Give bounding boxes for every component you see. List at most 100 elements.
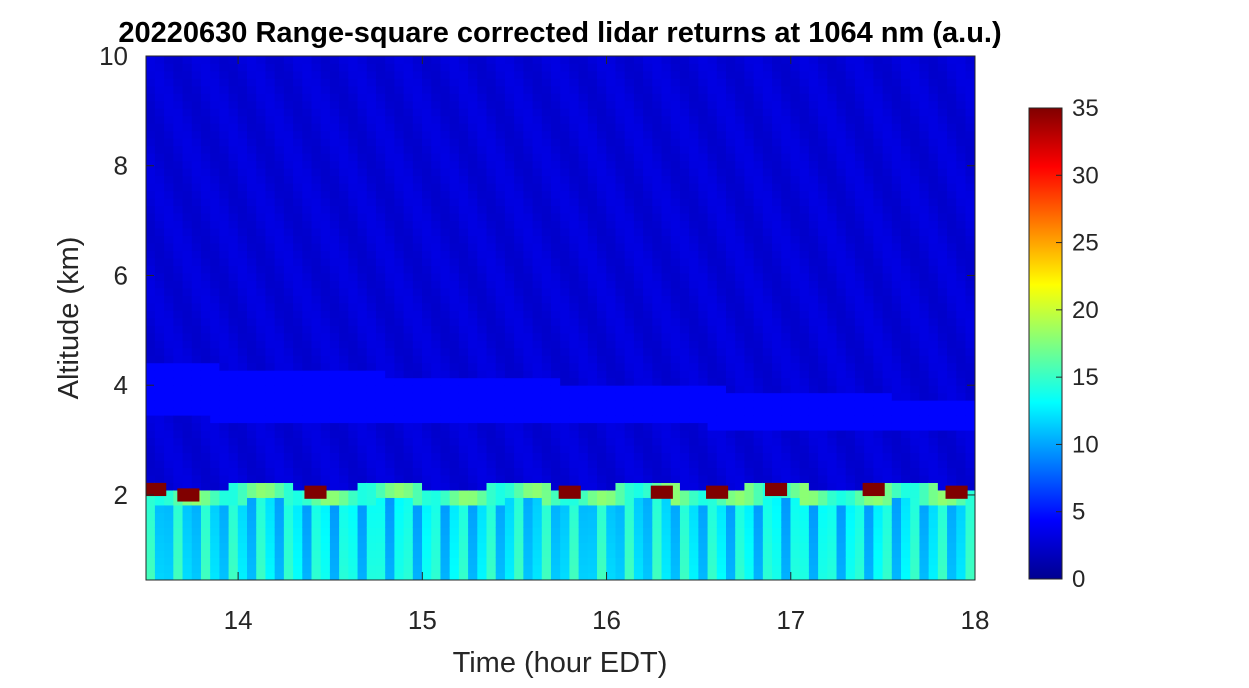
heatmap-cell — [468, 197, 478, 207]
heatmap-cell — [468, 205, 478, 214]
heatmap-cell — [587, 85, 598, 94]
heatmap-cell — [348, 572, 359, 580]
heatmap-cell — [394, 437, 405, 446]
heatmap-cell — [146, 429, 156, 439]
heatmap-cell — [486, 415, 497, 424]
heatmap-cell — [532, 482, 543, 491]
heatmap-cell — [578, 295, 589, 304]
heatmap-cell — [237, 167, 248, 177]
heatmap-cell — [357, 123, 368, 132]
heatmap-cell — [440, 340, 451, 349]
heatmap-cell — [431, 108, 442, 117]
heatmap-cell — [237, 542, 248, 551]
heatmap-cell — [504, 93, 515, 102]
heatmap-cell — [173, 504, 184, 513]
heatmap-cell — [375, 527, 386, 536]
heatmap-cell — [504, 519, 515, 528]
heatmap-cell — [468, 482, 478, 491]
heatmap-cell — [569, 160, 580, 169]
heatmap-cell — [422, 572, 432, 580]
heatmap-cell — [486, 295, 497, 304]
heatmap-cell — [569, 347, 580, 356]
heatmap-cell — [320, 257, 331, 266]
heatmap-cell — [716, 287, 727, 296]
heatmap-cell — [652, 347, 663, 356]
heatmap-cell — [578, 332, 589, 341]
heatmap-cell — [403, 467, 414, 476]
heatmap-cell — [753, 108, 764, 117]
heatmap-cell — [191, 123, 202, 132]
heatmap-cell — [597, 340, 607, 349]
heatmap-cell — [283, 347, 294, 356]
heatmap-cell — [228, 130, 239, 139]
heatmap-cell — [624, 444, 635, 454]
heatmap-cell — [753, 220, 764, 229]
heatmap-cell — [403, 504, 414, 513]
heatmap-cell — [357, 93, 368, 102]
heatmap-cell — [247, 287, 257, 296]
heatmap-cell — [200, 542, 211, 551]
heatmap-cell — [302, 519, 313, 528]
heatmap-cell — [606, 280, 617, 289]
heatmap-cell — [458, 504, 469, 513]
heatmap-cell — [624, 557, 635, 566]
heatmap-cell — [523, 377, 534, 386]
heatmap-cell — [283, 272, 294, 281]
heatmap-cell — [624, 459, 635, 469]
heatmap-cell — [772, 227, 782, 236]
heatmap-cell — [375, 325, 386, 334]
heatmap-cell — [661, 130, 672, 139]
heatmap-cell — [735, 392, 746, 401]
heatmap-cell — [781, 474, 792, 483]
heatmap-cell — [366, 572, 377, 580]
heatmap-cell — [578, 459, 589, 469]
heatmap-cell — [790, 422, 801, 431]
heatmap-cell — [431, 437, 442, 446]
heatmap-cell — [293, 310, 303, 319]
heatmap-cell — [753, 444, 764, 454]
heatmap-cell — [302, 130, 313, 139]
heatmap-cell — [339, 549, 349, 558]
heatmap-cell — [781, 280, 792, 289]
heatmap-cell — [274, 272, 285, 281]
heatmap-cell — [753, 235, 764, 244]
heatmap-cell — [339, 130, 349, 139]
heatmap-cell — [744, 564, 755, 573]
heatmap-cell — [320, 265, 331, 274]
heatmap-cell — [790, 347, 801, 356]
heatmap-cell — [698, 227, 709, 236]
heatmap-cell — [200, 429, 211, 439]
heatmap-cell — [468, 437, 478, 446]
heatmap-cell — [523, 197, 534, 207]
heatmap-cell — [744, 325, 755, 334]
heatmap-cell — [495, 422, 506, 431]
heatmap-cell — [403, 489, 414, 498]
heatmap-cell — [578, 340, 589, 349]
heatmap-cell — [431, 272, 442, 281]
heatmap-cell — [643, 444, 653, 454]
heatmap-cell — [504, 78, 515, 87]
heatmap-cell — [164, 182, 174, 192]
heatmap-cell — [643, 123, 653, 132]
heatmap-cell — [320, 549, 331, 558]
heatmap-cell — [753, 310, 764, 319]
heatmap-cell — [265, 489, 276, 498]
heatmap-cell — [615, 407, 626, 416]
heatmap-cell — [523, 123, 534, 132]
heatmap-cell — [458, 452, 469, 461]
heatmap-cell — [468, 160, 478, 169]
heatmap-cell — [320, 190, 331, 199]
heatmap-cell — [772, 564, 782, 573]
heatmap-cell — [504, 422, 515, 431]
heatmap-cell — [357, 280, 368, 289]
heatmap-cell — [412, 340, 423, 349]
heatmap-cell — [707, 355, 718, 364]
heatmap-cell — [716, 85, 727, 94]
heatmap-cell — [375, 108, 386, 117]
heatmap-cell — [560, 310, 571, 319]
heatmap-cell — [283, 332, 294, 341]
heatmap-cell — [256, 235, 267, 244]
heatmap-cell — [210, 63, 220, 72]
heatmap-cell — [302, 153, 313, 162]
heatmap-cell — [514, 108, 524, 117]
